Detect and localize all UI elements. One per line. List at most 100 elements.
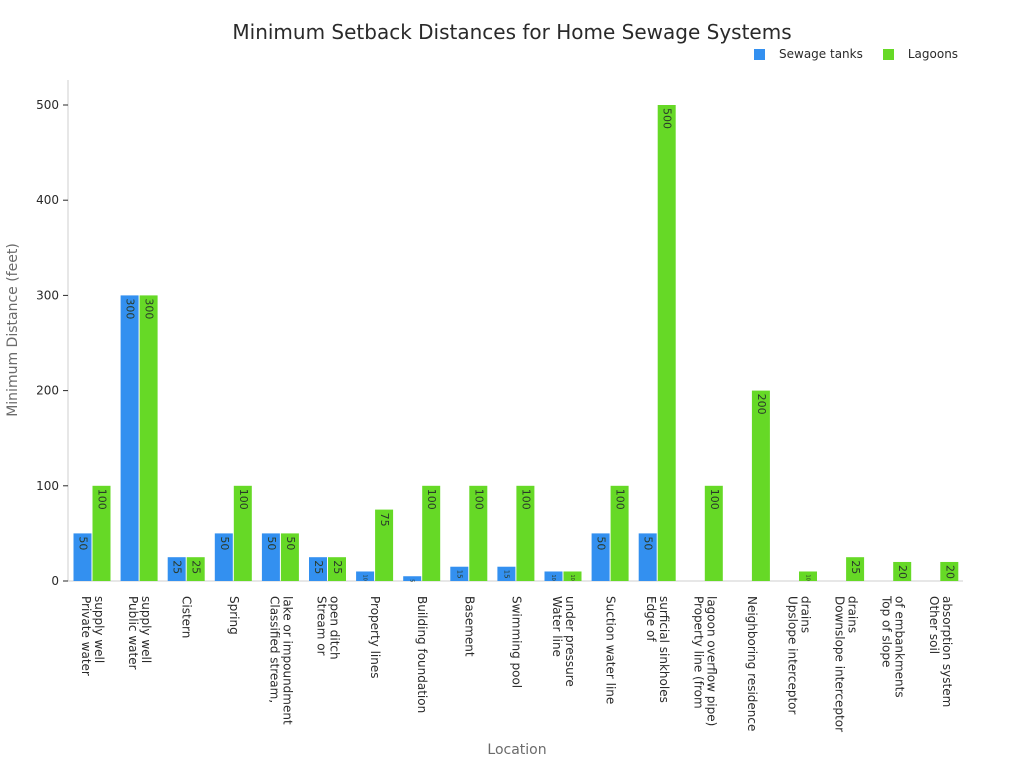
bar-lagoons (940, 561, 959, 581)
legend-item-lagoons[interactable]: Lagoons (882, 47, 958, 61)
bar-value-label: 10 (362, 574, 368, 580)
bar-value-label: 25 (849, 560, 862, 574)
bar-sewage-tanks (591, 533, 610, 581)
x-tick-label: Neighboring residence (745, 596, 759, 731)
bar-lagoons (610, 485, 629, 581)
bar-sewage-tanks (450, 566, 469, 581)
bar-value-label: 100 (708, 489, 721, 510)
x-tick-label: of embankments (893, 596, 907, 698)
bar-sewage-tanks (544, 571, 563, 581)
bar-sewage-tanks (214, 533, 233, 581)
x-tick-label: supply well (92, 596, 106, 663)
bar-value-label: 10 (805, 574, 811, 580)
bar-sewage-tanks (261, 533, 280, 581)
bar-lagoons (799, 571, 817, 581)
bar-lagoons (516, 485, 535, 581)
x-tick-label: Classified stream, (267, 596, 281, 703)
bar-sewage-tanks (120, 295, 139, 581)
bar-lagoons (563, 571, 582, 581)
bar-value-label: 50 (595, 536, 608, 550)
bar-value-label: 10 (550, 574, 556, 580)
x-tick-label: Upslope interceptor (786, 596, 800, 714)
x-axis-label: Location (487, 742, 547, 758)
bar-value-label: 5 (409, 579, 415, 582)
bar-value-label: 50 (218, 536, 231, 550)
x-tick-label: drains (846, 596, 860, 633)
bar-value-label: 300 (124, 298, 137, 319)
bar-value-label: 25 (331, 560, 344, 574)
bar-value-label: 75 (378, 513, 391, 527)
x-tick-label: Stream or (315, 596, 329, 656)
bar-lagoons (280, 533, 299, 581)
bar-value-label: 300 (143, 298, 156, 319)
bar-value-label: 20 (943, 565, 956, 579)
x-tick-label: Swimming pool (509, 596, 523, 688)
bar-value-label: 15 (455, 570, 463, 579)
bar-value-label: 25 (312, 560, 325, 574)
bar-lagoons (92, 485, 111, 581)
y-axis-label: Minimum Distance (feet) (5, 243, 21, 417)
x-tick-label: Private water (79, 596, 93, 676)
x-tick-label: Water line (550, 596, 564, 657)
bar-lagoons (751, 390, 770, 581)
bar-value-label: 100 (614, 489, 627, 510)
y-tick-label: 300 (36, 288, 59, 302)
x-tick-label: Downslope interceptor (833, 596, 847, 732)
bar-sewage-tanks (638, 533, 657, 581)
bar-lagoons (375, 509, 394, 581)
x-tick-label: surficial sinkholes (657, 596, 671, 703)
x-tick-label: Top of slope (880, 595, 894, 667)
bar-value-label: 25 (171, 560, 184, 574)
x-tick-label: Public water (126, 596, 140, 670)
bar-lagoons (893, 561, 912, 581)
x-tick-label: Suction water line (604, 596, 618, 704)
x-tick-label: lake or impoundment (280, 596, 294, 725)
x-tick-label: under pressure (563, 596, 577, 687)
bar-value-label: 50 (642, 536, 655, 550)
bar-sewage-tanks (497, 566, 516, 581)
x-tick-label: Other soil (927, 596, 941, 654)
bar-lagoons (846, 557, 865, 581)
bar-value-label: 100 (96, 489, 109, 510)
x-tick-label: open ditch (328, 596, 342, 660)
x-tick-label: Building foundation (415, 596, 429, 713)
bar-value-label: 100 (425, 489, 438, 510)
bar-lagoons (469, 485, 488, 581)
x-tick-label: supply well (139, 596, 153, 663)
bar-sewage-tanks (356, 571, 375, 581)
y-tick-label: 500 (36, 98, 59, 112)
x-tick-label: Property lines (368, 596, 382, 679)
y-tick-label: 100 (36, 479, 59, 493)
bar-value-label: 200 (755, 394, 768, 415)
bar-sewage-tanks (167, 557, 186, 581)
x-tick-label: Edge of (644, 596, 658, 642)
x-tick-label: absorption system (940, 596, 954, 707)
bar-value-label: 25 (190, 560, 203, 574)
bar-lagoons (233, 485, 252, 581)
y-tick-label: 0 (51, 574, 59, 588)
bar-value-label: 15 (502, 570, 510, 579)
bar-lagoons (328, 557, 346, 581)
x-tick-label: Basement (462, 596, 476, 657)
chart-title: Minimum Setback Distances for Home Sewag… (232, 20, 792, 44)
bar-lagoons (422, 485, 441, 581)
bar-value-label: 500 (661, 108, 674, 129)
bar-sewage-tanks (73, 533, 92, 581)
bar-lagoons (657, 105, 676, 581)
bar-lagoons (139, 295, 158, 581)
legend-label-sewage-tanks: Sewage tanks (779, 47, 863, 61)
x-tick-label: drains (799, 596, 813, 633)
bar-value-label: 20 (896, 565, 909, 579)
y-tick-label: 200 (36, 384, 59, 398)
bar-value-label: 100 (519, 489, 532, 510)
bar-lagoons (186, 557, 205, 581)
legend-item-sewage-tanks[interactable]: Sewage tanks (754, 47, 863, 61)
x-tick-label: Property line (from (691, 596, 705, 709)
bar-value-label: 50 (265, 536, 278, 550)
bar-value-label: 10 (569, 574, 575, 580)
x-tick-label: Cistern (180, 596, 194, 638)
legend-swatch-lagoons (882, 48, 894, 60)
bar-lagoons (704, 485, 723, 581)
bar-value-label: 50 (284, 536, 297, 550)
